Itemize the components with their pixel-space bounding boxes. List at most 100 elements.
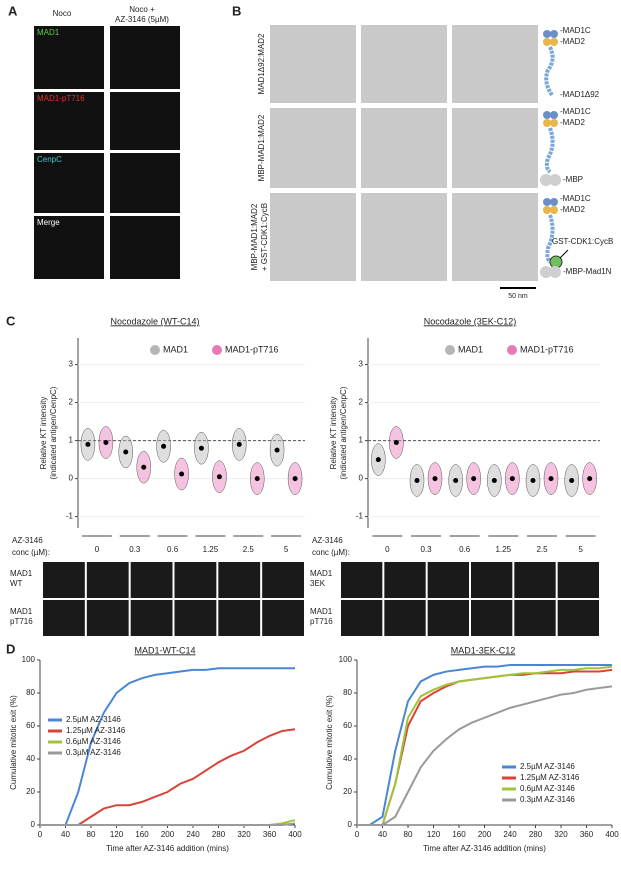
legend-label: 0.3µM AZ-3146	[66, 748, 121, 757]
y-tick-label: 60	[343, 721, 352, 730]
x-tick-label: 0	[95, 545, 100, 554]
legend-label: 2.5µM AZ-3146	[66, 715, 121, 724]
legend-label: MAD1	[458, 344, 483, 354]
median	[292, 476, 298, 482]
row-label: Merge	[37, 218, 60, 227]
strip-label: MAD1	[310, 569, 333, 578]
y-tick-label: 100	[22, 655, 36, 664]
legend-label: 0.3µM AZ-3146	[520, 795, 575, 804]
median	[393, 440, 399, 445]
chart-title: Nocodazole (3EK-C12)	[424, 316, 517, 326]
schematic-label: -MAD1C	[560, 107, 591, 116]
legend-label: 1.25µM AZ-3146	[520, 773, 580, 782]
micrograph	[130, 562, 173, 598]
y-axis-label: (indicated antigen/CenpC)	[339, 386, 348, 479]
y-axis-label: (indicated antigen/CenpC)	[49, 386, 58, 479]
series-line	[40, 667, 295, 826]
x-tick-label: 120	[110, 830, 124, 839]
micrograph	[43, 600, 85, 636]
micrograph	[341, 600, 383, 636]
series-line	[40, 728, 296, 826]
legend-label: MAD1-pT716	[225, 344, 279, 354]
median	[123, 449, 129, 455]
x-axis-label: conc (µM):	[12, 548, 50, 557]
y-tick-label: 0	[348, 820, 353, 829]
median	[216, 474, 222, 480]
legend-label: 1.25µM AZ-3146	[66, 726, 126, 735]
scale-bar-label: 50 nm	[508, 293, 528, 300]
micrograph	[130, 600, 173, 636]
row-label: CenpC	[37, 155, 62, 164]
schematic-label: -MBP-Mad1N	[563, 267, 612, 276]
micrograph	[174, 600, 217, 636]
y-axis-label: Cumulative mitotic exit (%)	[9, 695, 18, 790]
schematic-label: GST-CDK1:CycB	[552, 237, 613, 246]
micrograph	[174, 562, 217, 598]
micrographs	[34, 26, 180, 279]
x-tick-label: 320	[237, 830, 251, 839]
x-tick-label: 0	[355, 830, 360, 839]
median	[432, 476, 438, 482]
micrograph	[557, 562, 599, 598]
y-tick-label: -1	[66, 512, 74, 521]
y-tick-label: 0	[69, 474, 74, 483]
x-tick-label: 80	[404, 830, 413, 839]
x-tick-label: 0	[385, 545, 390, 554]
micrograph	[514, 562, 556, 598]
median	[587, 476, 593, 482]
x-tick-label: 280	[529, 830, 543, 839]
x-tick-label: 0.6	[167, 545, 179, 554]
x-tick-label: 0	[38, 830, 43, 839]
legend-label: MAD1	[163, 344, 188, 354]
median	[471, 476, 477, 482]
panel-label: C	[6, 313, 16, 328]
x-axis-label: AZ-3146	[312, 536, 343, 545]
column-header: Noco +	[129, 5, 155, 14]
x-tick-label: 2.5	[536, 545, 548, 554]
micrograph	[43, 562, 85, 598]
schematic-label: -MAD2	[560, 118, 585, 127]
row-label: MBP-MAD1:MAD2	[257, 114, 266, 181]
legend-swatch	[507, 345, 517, 355]
x-tick-label: 240	[186, 830, 200, 839]
x-tick-label: 280	[212, 830, 226, 839]
legend-label: 0.6µM AZ-3146	[520, 784, 575, 793]
x-tick-label: 0.3	[420, 545, 432, 554]
legend-swatch	[445, 345, 455, 355]
y-axis-label: Relative KT intensity	[329, 397, 338, 470]
median	[548, 476, 554, 482]
micrograph	[86, 600, 129, 636]
schematic-label: -MBP	[563, 175, 583, 184]
micrograph	[262, 562, 304, 598]
x-tick-label: 1.25	[203, 545, 219, 554]
median	[274, 447, 280, 453]
x-tick-label: 240	[503, 830, 517, 839]
micrograph	[471, 600, 513, 636]
chart-title: MAD1-WT-C14	[134, 645, 195, 655]
em-images	[270, 25, 538, 281]
median	[414, 478, 420, 483]
y-tick-label: 80	[26, 688, 35, 697]
y-tick-label: 40	[26, 754, 35, 763]
y-tick-label: 1	[69, 436, 74, 445]
column-header: Noco	[53, 9, 72, 18]
chart-title: Nocodazole (WT-C14)	[110, 316, 199, 326]
y-tick-label: 40	[343, 754, 352, 763]
median	[103, 440, 109, 445]
y-tick-label: -1	[356, 512, 364, 521]
x-tick-label: 5	[578, 545, 583, 554]
schematic-label: -MAD1C	[560, 26, 591, 35]
panel-label: D	[6, 641, 15, 656]
series-line	[357, 665, 613, 826]
median	[530, 478, 536, 483]
schematic-label: -MAD2	[560, 205, 585, 214]
y-tick-label: 100	[339, 655, 353, 664]
median	[179, 471, 185, 477]
schematic	[540, 30, 569, 278]
schematic-label: -MAD2	[560, 37, 585, 46]
panel-label: B	[232, 3, 241, 18]
micrograph	[218, 600, 261, 636]
strip-label: pT716	[310, 617, 333, 626]
x-axis-label: AZ-3146	[12, 536, 43, 545]
